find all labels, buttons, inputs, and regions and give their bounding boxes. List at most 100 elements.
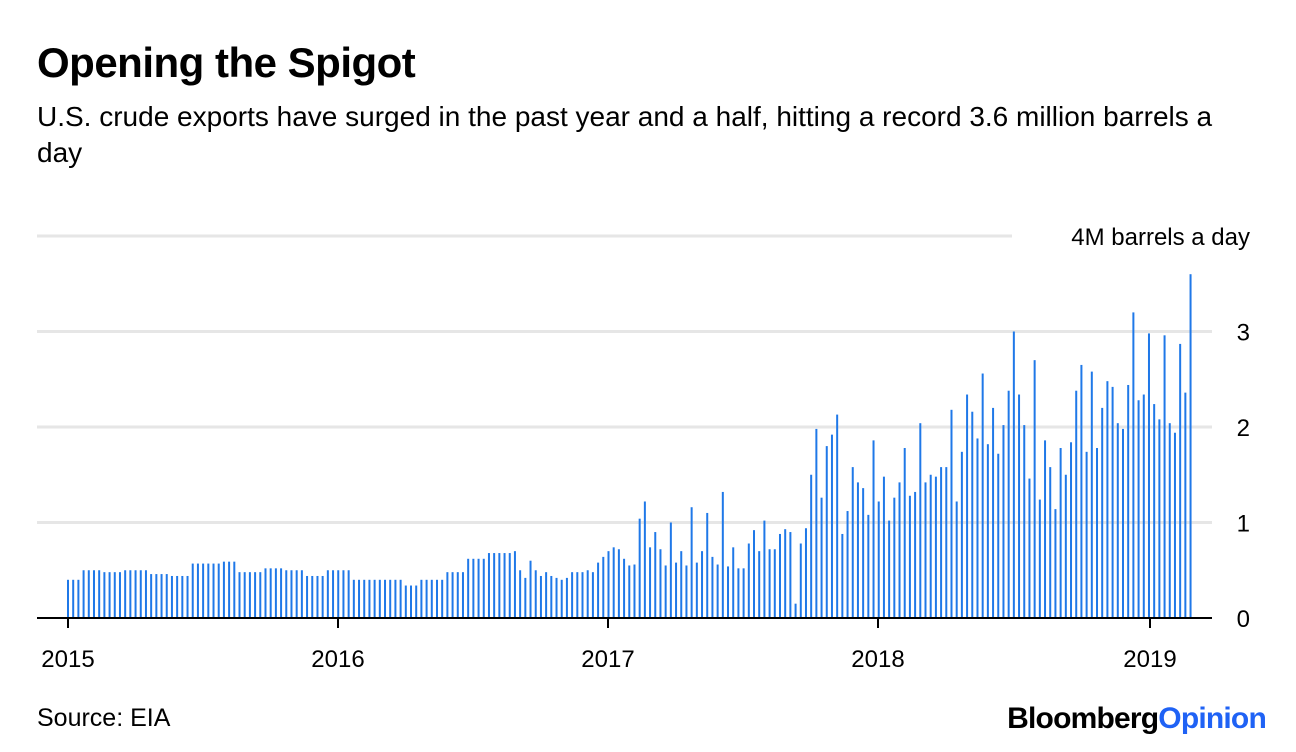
y-axis-labels: 0 1 2 3 4M barrels a day (1071, 224, 1250, 633)
bar (1044, 440, 1047, 618)
bar (508, 553, 511, 618)
bar (373, 579, 376, 618)
bar (753, 530, 755, 618)
bar (742, 568, 745, 618)
bar (555, 577, 558, 618)
bar (384, 579, 387, 618)
bar (758, 551, 761, 618)
bar (134, 570, 137, 618)
bar (654, 532, 657, 618)
bar (519, 570, 522, 618)
bar (721, 491, 724, 618)
bar (482, 558, 485, 618)
bar (368, 579, 371, 618)
bar (238, 572, 241, 618)
bar (550, 575, 553, 618)
bar (955, 501, 958, 618)
bar (1007, 390, 1010, 618)
bar (1158, 419, 1161, 618)
bar (503, 553, 506, 618)
bar (846, 511, 849, 618)
bar (321, 575, 324, 618)
bar (1054, 509, 1057, 618)
bar (778, 533, 781, 618)
bar (649, 547, 652, 618)
bar (529, 560, 532, 618)
bar (664, 565, 667, 619)
bar (841, 533, 844, 618)
bar (711, 556, 714, 618)
bar (1137, 400, 1140, 618)
bar (1090, 371, 1093, 618)
bar (467, 558, 470, 618)
bar (1085, 451, 1088, 618)
bar (1049, 467, 1052, 618)
bar (170, 575, 173, 618)
bar (1028, 478, 1031, 618)
bar (612, 547, 615, 618)
bar (633, 564, 636, 618)
bar (477, 558, 480, 618)
y-tick-label: 1 (1237, 511, 1250, 538)
x-tick-label: 2015 (41, 646, 94, 673)
bar (415, 585, 418, 618)
bar (150, 574, 153, 618)
bar (77, 579, 80, 618)
bar (763, 520, 766, 618)
bar (358, 579, 361, 618)
bar (378, 579, 381, 618)
bar (1179, 343, 1182, 618)
bar (446, 572, 449, 618)
bar (690, 507, 693, 618)
bar (1147, 333, 1150, 618)
bar (914, 491, 917, 618)
bar (1168, 423, 1171, 618)
bar (1012, 331, 1015, 618)
bar (311, 575, 314, 618)
bar (685, 565, 688, 619)
bar (399, 579, 402, 618)
bar (986, 444, 989, 618)
bar (571, 572, 574, 618)
bar (747, 543, 750, 618)
y-tick-label: 2 (1237, 415, 1250, 442)
bar (1070, 442, 1073, 618)
bar (410, 585, 412, 618)
bar (425, 579, 428, 618)
bar (441, 579, 444, 618)
bar (1127, 384, 1130, 618)
bar (830, 434, 833, 618)
bar (144, 570, 147, 618)
bar (472, 558, 475, 618)
bar (862, 488, 865, 618)
bar (701, 551, 704, 618)
bar (607, 551, 610, 618)
bar (1018, 394, 1021, 618)
bar (929, 474, 932, 618)
bar (981, 373, 984, 618)
bar (389, 579, 392, 618)
bar (67, 579, 69, 618)
bar (1080, 364, 1083, 618)
bar (560, 579, 563, 618)
bar (430, 579, 433, 618)
bar (1142, 394, 1145, 618)
bar (945, 467, 948, 618)
bar (493, 553, 496, 618)
bar (524, 577, 527, 618)
bar (602, 556, 605, 618)
bar (124, 570, 127, 618)
bar (992, 407, 995, 618)
bar (207, 563, 210, 618)
brand-logo: BloombergOpinion (1007, 702, 1267, 736)
bar (815, 428, 818, 618)
bar (976, 438, 979, 618)
bar (1059, 448, 1062, 618)
bar (1002, 425, 1005, 618)
bar (113, 572, 116, 618)
gridlines (37, 234, 1212, 524)
bar (347, 570, 350, 618)
bar (576, 572, 579, 618)
chart-subtitle: U.S. crude exports have surged in the pa… (37, 101, 1213, 168)
bar (836, 414, 839, 618)
